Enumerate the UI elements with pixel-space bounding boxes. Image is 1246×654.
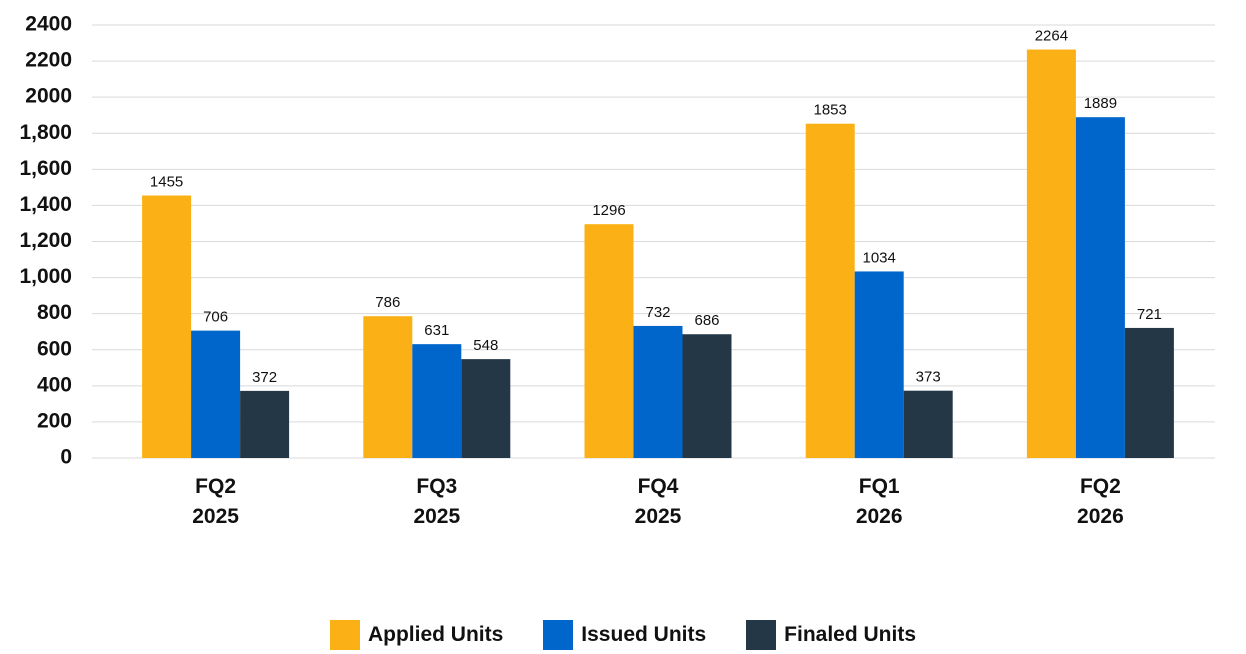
data-label: 732 <box>645 304 670 321</box>
x-tick-label: FQ2 2025 <box>192 475 239 528</box>
data-label: 786 <box>375 294 400 311</box>
y-tick-label: 200 <box>37 409 72 432</box>
bar <box>1124 327 1174 458</box>
y-tick-label: 1,600 <box>19 157 72 180</box>
data-label: 1034 <box>863 249 896 266</box>
bar <box>412 344 462 458</box>
legend-label: Finaled Units <box>784 623 917 646</box>
bar <box>461 359 511 458</box>
bar <box>854 271 904 458</box>
bar <box>805 123 855 458</box>
y-tick-label: 1,400 <box>19 193 72 216</box>
x-tick-label: FQ3 2025 <box>413 475 461 528</box>
y-tick-label: 2000 <box>25 85 72 108</box>
x-tick-label: FQ1 2026 <box>855 475 903 528</box>
y-tick-label: 0 <box>60 446 72 469</box>
bar <box>903 390 953 458</box>
data-label: 706 <box>203 309 228 326</box>
data-label: 1296 <box>592 202 625 219</box>
y-tick-label: 2200 <box>25 49 72 72</box>
bar <box>584 224 634 458</box>
y-tick-label: 1,800 <box>19 121 72 144</box>
bar <box>240 390 290 458</box>
legend-item: Finaled Units <box>746 620 916 650</box>
y-tick-label: 1,200 <box>19 229 72 252</box>
bar <box>1075 117 1125 458</box>
y-tick-label: 1,000 <box>19 265 72 288</box>
legend: Applied Units Issued Units Finaled Units <box>0 620 1246 650</box>
bar <box>682 334 732 458</box>
legend-swatch <box>746 620 777 650</box>
y-tick-label: 800 <box>37 301 72 324</box>
bar <box>1026 49 1076 458</box>
bar <box>363 316 413 458</box>
y-tick-label: 400 <box>37 373 72 396</box>
plot: 0 200 400 600 800 1,000 1,200 1,400 1,600 1,800 20… <box>19 13 1215 469</box>
data-label: 1455 <box>150 173 183 190</box>
bar <box>191 330 241 458</box>
x-tick-label: FQ2 2026 <box>1077 475 1124 528</box>
data-label: 372 <box>252 369 277 386</box>
legend-label: Applied Units <box>367 623 504 646</box>
data-label: 548 <box>473 337 498 354</box>
y-tick-label: 600 <box>37 337 72 360</box>
legend-label: Issued Units <box>581 623 707 646</box>
data-label: 1889 <box>1084 95 1117 112</box>
data-label: 686 <box>694 312 719 329</box>
legend-swatch <box>543 620 574 650</box>
data-label: 1853 <box>814 102 847 119</box>
data-label: 631 <box>424 322 449 339</box>
data-label: 373 <box>916 369 941 386</box>
legend-swatch <box>329 620 360 650</box>
bar <box>142 195 192 458</box>
y-tick-label: 2400 <box>25 13 72 36</box>
x-tick-label: FQ4 2025 <box>634 475 682 528</box>
data-label: 2264 <box>1035 28 1068 45</box>
legend-item: Issued Units <box>543 620 706 650</box>
data-label: 721 <box>1137 306 1162 323</box>
bar <box>633 325 683 458</box>
legend-item: Applied Units <box>329 620 504 650</box>
